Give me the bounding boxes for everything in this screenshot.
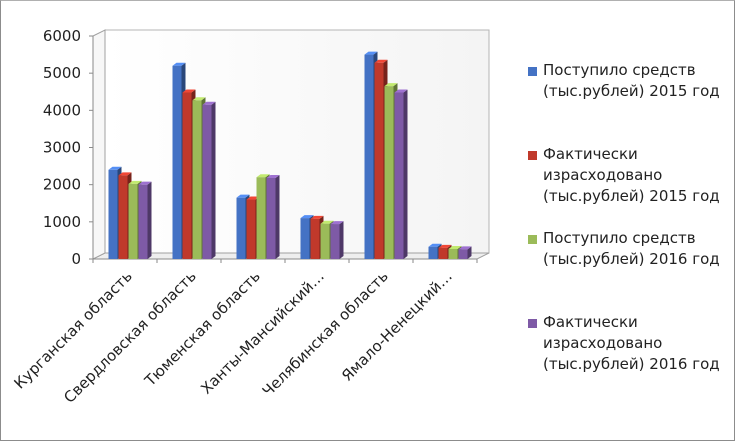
bar-front bbox=[118, 175, 128, 259]
bar-front bbox=[364, 54, 374, 260]
bar-front bbox=[438, 247, 448, 259]
bar-front bbox=[128, 183, 138, 259]
bar-top bbox=[246, 196, 260, 200]
y-tick-label: 4000 bbox=[43, 101, 81, 119]
bar-front bbox=[236, 197, 246, 259]
bar-front bbox=[192, 100, 202, 259]
bar-front bbox=[202, 104, 212, 259]
bar bbox=[266, 174, 280, 259]
bar-top bbox=[118, 172, 132, 176]
bar-front bbox=[172, 65, 182, 259]
bar-front bbox=[300, 218, 310, 259]
bar-top bbox=[138, 181, 152, 185]
bar-front bbox=[138, 184, 148, 259]
bar-top bbox=[300, 215, 314, 219]
bar bbox=[202, 101, 216, 259]
y-tick-label: 2000 bbox=[43, 176, 81, 194]
x-tick-label: Курганская область bbox=[10, 267, 135, 392]
bar-top bbox=[256, 174, 270, 178]
legend-label-4: Фактически израсходовано (тыс.рублей) 20… bbox=[543, 313, 720, 373]
bar-front bbox=[246, 199, 256, 259]
x-tick-label: Ханты-Мансийский… bbox=[197, 267, 328, 398]
bar-top bbox=[172, 62, 186, 66]
legend-item-3: Поступило средств (тыс.рублей) 2016 год bbox=[528, 228, 733, 270]
bar-front bbox=[182, 92, 192, 259]
bar-side bbox=[339, 221, 344, 259]
bar-side bbox=[275, 174, 280, 259]
bar-side bbox=[211, 101, 216, 259]
x-tick-label: Тюменская область bbox=[140, 267, 263, 390]
bar-top bbox=[202, 101, 216, 105]
legend-swatch-3 bbox=[528, 235, 537, 244]
legend-swatch-4 bbox=[528, 319, 537, 328]
bar-top bbox=[458, 246, 472, 250]
bar-top bbox=[384, 83, 398, 87]
bar-front bbox=[266, 177, 276, 259]
bar-front bbox=[320, 223, 330, 259]
legend-label-1: Поступило средств (тыс.рублей) 2015 год bbox=[543, 61, 720, 100]
bar bbox=[138, 181, 152, 259]
bar-front bbox=[330, 224, 340, 259]
bar bbox=[330, 221, 344, 259]
legend-item-4: Фактически израсходовано (тыс.рублей) 20… bbox=[528, 312, 733, 375]
bar-top bbox=[364, 51, 378, 55]
bar bbox=[394, 89, 408, 259]
bar-side bbox=[147, 181, 152, 259]
bar-top bbox=[428, 243, 442, 247]
x-tick-label: Ямало-Ненецкий… bbox=[338, 267, 456, 385]
x-tick-label: Свердловская область bbox=[60, 267, 200, 407]
bar-front bbox=[458, 249, 468, 259]
bar-top bbox=[320, 220, 334, 224]
bar-front bbox=[374, 62, 384, 260]
bar bbox=[458, 246, 472, 259]
bar-top bbox=[448, 245, 462, 249]
y-tick-label: 3000 bbox=[43, 139, 81, 157]
bar-top bbox=[266, 174, 280, 178]
bars-layer bbox=[108, 51, 472, 260]
y-tick-label: 5000 bbox=[43, 64, 81, 82]
bar-front bbox=[448, 248, 458, 259]
legend-label-3: Поступило средств (тыс.рублей) 2016 год bbox=[543, 229, 720, 268]
bar-side bbox=[467, 246, 472, 259]
bar-front bbox=[256, 177, 266, 259]
bar-top bbox=[394, 89, 408, 93]
legend-swatch-1 bbox=[528, 67, 537, 76]
chart-back-wall bbox=[104, 29, 490, 254]
axes-layer bbox=[89, 29, 490, 263]
bar-front bbox=[384, 86, 394, 259]
bar-top bbox=[182, 89, 196, 93]
chart-side-wall bbox=[92, 29, 106, 260]
bar-front bbox=[428, 246, 438, 259]
legend-swatch-2 bbox=[528, 151, 537, 160]
bar-top bbox=[128, 180, 142, 184]
legend-label-2: Фактически израсходовано (тыс.рублей) 20… bbox=[543, 145, 720, 205]
bar-front bbox=[310, 218, 320, 259]
y-tick-label: 0 bbox=[71, 250, 81, 268]
bar-top bbox=[374, 59, 388, 63]
legend-item-1: Поступило средств (тыс.рублей) 2015 год bbox=[528, 60, 733, 102]
bar-side bbox=[403, 89, 408, 259]
bar-front bbox=[394, 92, 404, 259]
bar-top bbox=[310, 215, 324, 219]
y-tick-label: 6000 bbox=[43, 27, 81, 45]
bar-top bbox=[192, 97, 206, 101]
bar-front bbox=[108, 169, 118, 259]
bar-top bbox=[330, 221, 344, 225]
x-tick-label: Челябинская область bbox=[259, 267, 392, 400]
y-tick-label: 1000 bbox=[43, 213, 81, 231]
bar-top bbox=[438, 244, 452, 248]
legend-item-2: Фактически израсходовано (тыс.рублей) 20… bbox=[528, 144, 733, 207]
bar-top bbox=[108, 166, 122, 170]
bar-top bbox=[236, 194, 250, 198]
